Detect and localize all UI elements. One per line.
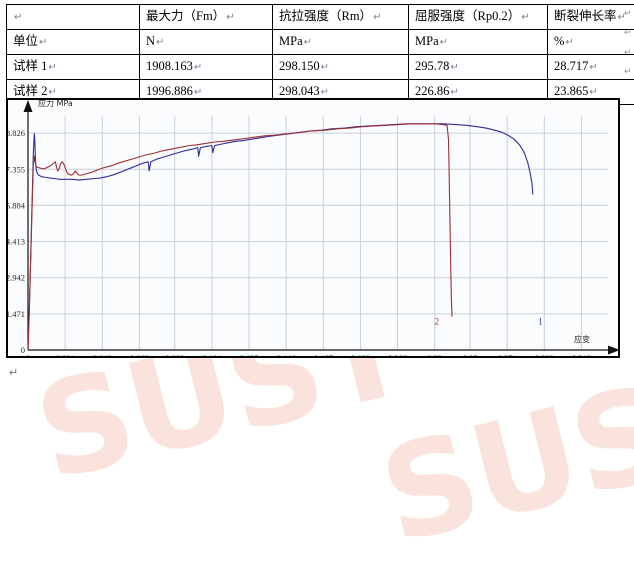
chart-background — [8, 100, 618, 356]
y-tick-label: 205.884 — [8, 200, 26, 210]
x-tick-label: 0.104 — [202, 353, 222, 356]
paragraph-mark: ↵ — [47, 87, 56, 98]
cell-value: 226.86 — [415, 84, 449, 98]
cell-specimen1-elongation: 28.717↵ — [548, 55, 634, 80]
y-tick-label: 51.471 — [8, 309, 25, 319]
table-header-cell-elongation: 断裂伸长率 ↵ — [548, 5, 634, 30]
paragraph-mark: ↵ — [372, 12, 381, 23]
cell-specimen1-max-force: 1908.163↵ — [140, 55, 273, 80]
cell-value: N — [146, 34, 155, 48]
table-trailing-paragraph-marks: ↵ ↵ ↵ ↵ — [624, 4, 634, 82]
header-text-elongation: 断裂伸长率 — [554, 9, 617, 23]
cell-unit-max-force: N↵ — [140, 30, 273, 55]
paragraph-mark: ↵ — [624, 62, 634, 81]
paragraph-mark: ↵ — [193, 62, 202, 73]
paragraph-mark: ↵ — [47, 62, 56, 73]
cell-value: 298.150 — [279, 59, 320, 73]
cell-unit-elongation: %↵ — [548, 30, 634, 55]
table-header-row: ↵ 最大力（Fm）↵ 抗拉强度（Rm）↵ 屈服强度（Rp0.2）↵ 断裂伸长率↵ — [7, 5, 634, 30]
cell-value: 23.865 — [554, 84, 588, 98]
x-tick-label: 0.209 — [388, 353, 407, 356]
x-tick-label: 0.271 — [498, 353, 517, 356]
y-axis-title: 应力 MPa — [38, 100, 73, 108]
paragraph-mark: ↵ — [38, 37, 47, 48]
paragraph-mark: ↵ — [303, 37, 312, 48]
table-header-cell-yield-strength: 屈服强度（Rp0.2）↵ — [409, 5, 548, 30]
document-body: ↵ 最大力（Fm）↵ 抗拉强度（Rm）↵ 屈服强度（Rp0.2）↵ 断裂伸长率↵… — [0, 0, 634, 529]
y-tick-label: 154.413 — [8, 237, 25, 247]
header-text-yield-strength: 屈服强度（Rp0.2） — [415, 9, 520, 23]
y-tick-label: 102.942 — [8, 273, 25, 283]
paragraph-mark: ↵ — [624, 23, 634, 42]
paragraph-mark: ↵ — [193, 87, 202, 98]
paragraph-mark: ↵ — [439, 37, 448, 48]
paragraph-mark: ↵ — [320, 62, 329, 73]
x-tick-label: 0.167 — [314, 353, 333, 356]
table-header-cell-max-force: 最大力（Fm）↵ — [140, 5, 273, 30]
cell-value: % — [554, 34, 564, 48]
row-label-text: 试样 2 — [13, 84, 47, 98]
header-text-max-force: 最大力（Fm） — [146, 9, 225, 23]
stress-strain-chart: 0 0.021 0.042 0.063 0.083 0.104 0.125 0.146 0.16… — [6, 98, 620, 358]
table-row: 试样 1↵ 1908.163↵ 298.150↵ 295.78↵ 28.717↵ — [7, 55, 634, 80]
curve-label-1: 1 — [538, 317, 543, 327]
cell-value: MPa — [279, 34, 303, 48]
paragraph-mark: ↵ — [449, 87, 458, 98]
paragraph-mark-after-chart: ↵ — [9, 366, 18, 379]
x-tick-label: 0.188 — [351, 353, 370, 356]
test-results-table: ↵ 最大力（Fm）↵ 抗拉强度（Rm）↵ 屈服强度（Rp0.2）↵ 断裂伸长率↵… — [6, 4, 634, 105]
x-tick-label: 0 — [26, 353, 30, 356]
paragraph-mark: ↵ — [588, 87, 597, 98]
x-tick-label: 0.313 — [572, 353, 591, 356]
x-tick-label: 0.063 — [130, 353, 149, 356]
row-label-specimen-1: 试样 1↵ — [7, 55, 140, 80]
y-tick-label: 257.355 — [8, 164, 25, 174]
y-tick-label: 0 — [21, 345, 25, 355]
paragraph-mark: ↵ — [624, 43, 634, 62]
row-label-text: 试样 1 — [13, 59, 47, 73]
cell-unit-yield-strength: MPa↵ — [409, 30, 548, 55]
paragraph-mark: ↵ — [155, 37, 164, 48]
paragraph-mark: ↵ — [520, 12, 529, 23]
table-row: 单位↵ N↵ MPa↵ MPa↵ %↵ — [7, 30, 634, 55]
table-header-cell-tensile-strength: 抗拉强度（Rm）↵ — [273, 5, 409, 30]
cell-value: MPa — [415, 34, 439, 48]
header-text-tensile-strength: 抗拉强度（Rm） — [279, 9, 372, 23]
paragraph-mark: ↵ — [320, 87, 329, 98]
cell-unit-tensile-strength: MPa↵ — [273, 30, 409, 55]
paragraph-mark: ↵ — [588, 62, 597, 73]
y-tick-label: 308.826 — [8, 128, 25, 138]
cell-value: 298.043 — [279, 84, 320, 98]
cell-specimen1-yield-strength: 295.78↵ — [409, 55, 548, 80]
x-tick-label: 0.23 — [427, 353, 442, 356]
row-label-unit: 单位↵ — [7, 30, 140, 55]
cell-value: 28.717 — [554, 59, 588, 73]
x-tick-label: 0.125 — [239, 353, 258, 356]
x-axis-title: 应变 — [574, 334, 590, 344]
paragraph-mark: ↵ — [624, 4, 634, 23]
cell-specimen1-tensile-strength: 298.150↵ — [273, 55, 409, 80]
cell-value: 295.78 — [415, 59, 449, 73]
x-tick-label: 0.146 — [277, 353, 296, 356]
x-tick-label: 0.083 — [165, 353, 184, 356]
paragraph-mark: ↵ — [449, 62, 458, 73]
x-tick-label: 0.25 — [463, 353, 478, 356]
chart-canvas: 0 0.021 0.042 0.063 0.083 0.104 0.125 0.146 0.16… — [8, 100, 618, 356]
row-label-text: 单位 — [13, 34, 38, 48]
curve-label-2: 2 — [435, 317, 440, 327]
x-tick-label: 0.021 — [56, 353, 75, 356]
paragraph-mark: ↵ — [564, 37, 573, 48]
cell-value: 1908.163 — [146, 59, 193, 73]
x-tick-label: 0.292 — [535, 353, 554, 356]
paragraph-mark: ↵ — [13, 12, 22, 23]
paragraph-mark: ↵ — [225, 12, 234, 23]
table-header-cell-blank: ↵ — [7, 5, 140, 30]
cell-value: 1996.886 — [146, 84, 193, 98]
x-tick-label: 0.042 — [93, 353, 112, 356]
